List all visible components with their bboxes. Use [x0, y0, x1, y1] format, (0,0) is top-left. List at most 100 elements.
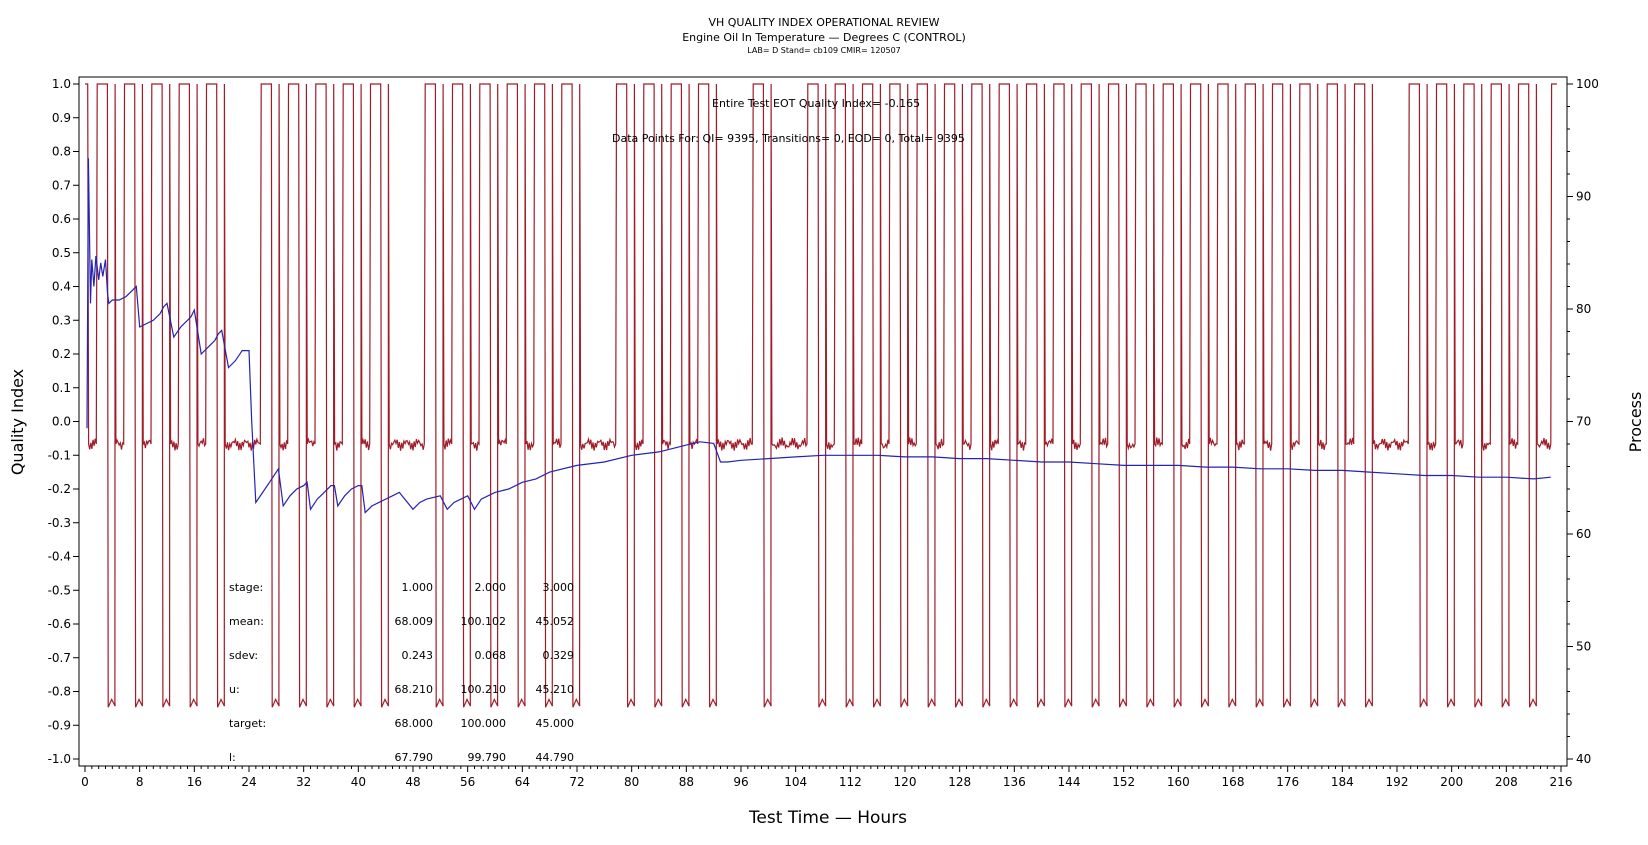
stats-label: stage: [229, 581, 263, 594]
stats-row-stage: stage: 1.000 2.000 3.000 [229, 581, 574, 594]
y-axis-left: -1.0 -0.9 -0.8 -0.7 -0.6 -0.5 -0.4 -0.3 -0.2 -0.1… [48, 77, 79, 766]
y-tick-label: -0.9 [48, 718, 71, 732]
stats-table: stage: 1.000 2.000 3.000 mean: 68.009 10… [229, 581, 574, 764]
y2-tick-label: 60 [1576, 527, 1591, 541]
process-series-line [85, 83, 1557, 708]
x-tick-label: 96 [733, 775, 748, 789]
x-tick-label: 88 [679, 775, 694, 789]
y-tick-label: 0.8 [52, 145, 71, 159]
x-tick-label: 128 [948, 775, 971, 789]
stats-value: 67.790 [395, 751, 434, 764]
stats-value: 100.102 [461, 615, 507, 628]
stats-value: 0.329 [543, 649, 575, 662]
stats-value: 0.243 [402, 649, 434, 662]
y2-tick-label: 40 [1576, 752, 1591, 766]
stats-value: 68.000 [395, 717, 434, 730]
x-tick-label: 120 [894, 775, 917, 789]
x-tick-label: 40 [351, 775, 366, 789]
y-tick-label: 0.1 [52, 381, 71, 395]
y-tick-label: -0.2 [48, 482, 71, 496]
stats-row-l: l: 67.790 99.790 44.790 [229, 751, 574, 764]
x-tick-label: 80 [624, 775, 639, 789]
x-tick-label: 136 [1003, 775, 1026, 789]
y2-tick-label: 80 [1576, 302, 1591, 316]
data-points-annotation: Data Points For: QI= 9395, Transitions= … [612, 132, 965, 145]
y2-tick-label: 90 [1576, 190, 1591, 204]
y2-tick-label: 50 [1576, 640, 1591, 654]
y-tick-label: -0.6 [48, 617, 71, 631]
x-tick-label: 0 [81, 775, 89, 789]
y-axis-label: Quality Index [8, 369, 27, 475]
y2-tick-label: 100 [1576, 77, 1599, 91]
y-tick-label: -0.7 [48, 651, 71, 665]
stats-label: u: [229, 683, 240, 696]
stats-value: 44.790 [536, 751, 575, 764]
stats-value: 45.210 [536, 683, 575, 696]
stats-row-u: u: 68.210 100.210 45.210 [229, 683, 574, 696]
y2-tick-label: 70 [1576, 415, 1591, 429]
quality-index-annotation: Entire Test EOT Quality Index= -0.165 [712, 97, 920, 110]
x-tick-label: 48 [405, 775, 420, 789]
stats-label: sdev: [229, 649, 258, 662]
y-tick-label: 1.0 [52, 77, 71, 91]
x-tick-label: 64 [515, 775, 530, 789]
stats-value: 68.210 [395, 683, 434, 696]
y-tick-label: 0.4 [52, 280, 71, 294]
y-tick-label: 0.7 [52, 178, 71, 192]
stats-value: 100.210 [461, 683, 507, 696]
y-tick-label: 0.2 [52, 347, 71, 361]
stats-value: 45.000 [536, 717, 575, 730]
stats-value: 45.052 [536, 615, 575, 628]
x-tick-label: 176 [1276, 775, 1299, 789]
x-tick-label: 8 [136, 775, 144, 789]
y-tick-label: 0.5 [52, 246, 71, 260]
x-tick-label: 144 [1058, 775, 1081, 789]
x-tick-label: 24 [241, 775, 256, 789]
y-tick-label: -0.4 [48, 550, 71, 564]
stats-label: mean: [229, 615, 264, 628]
y-tick-label: -1.0 [48, 752, 71, 766]
plot-frame [78, 76, 1568, 767]
chart-title: VH QUALITY INDEX OPERATIONAL REVIEW [708, 16, 939, 29]
x-tick-label: 200 [1440, 775, 1463, 789]
series-layer [85, 83, 1557, 708]
stats-label: l: [229, 751, 236, 764]
quality-index-series-line [86, 158, 1551, 514]
x-axis: 0 8 16 24 32 40 48 56 64 72 80 88 96 104 112 120 128 136 1… [81, 766, 1572, 789]
chart-subtitle: Engine Oil In Temperature — Degrees C (C… [682, 31, 966, 44]
y-tick-label: -0.8 [48, 685, 71, 699]
stats-label: target: [229, 717, 266, 730]
stats-value: 68.009 [395, 615, 434, 628]
y2-axis-label: Process [1626, 392, 1645, 453]
x-tick-label: 72 [569, 775, 584, 789]
x-tick-label: 160 [1167, 775, 1190, 789]
stats-row-mean: mean: 68.009 100.102 45.052 [229, 615, 574, 628]
y-tick-label: -0.3 [48, 516, 71, 530]
stats-value: 0.068 [475, 649, 507, 662]
y-tick-label: 0.6 [52, 212, 71, 226]
y-tick-label: 0.3 [52, 313, 71, 327]
x-tick-label: 16 [187, 775, 202, 789]
x-tick-label: 32 [296, 775, 311, 789]
chart-info-line: LAB= D Stand= cb109 CMIR= 120507 [747, 46, 901, 55]
x-tick-label: 152 [1112, 775, 1135, 789]
x-tick-label: 168 [1222, 775, 1245, 789]
stats-row-target: target: 68.000 100.000 45.000 [229, 717, 574, 730]
x-tick-label: 216 [1550, 775, 1573, 789]
y-tick-label: 0.9 [52, 111, 71, 125]
stats-value: 3.000 [543, 581, 575, 594]
stats-value: 100.000 [461, 717, 507, 730]
y-tick-label: -0.5 [48, 583, 71, 597]
x-tick-label: 192 [1386, 775, 1409, 789]
y-axis-right: 40 50 60 70 80 90 100 [1567, 77, 1599, 766]
stats-value: 1.000 [402, 581, 434, 594]
stats-value: 2.000 [475, 581, 507, 594]
stats-value: 99.790 [468, 751, 507, 764]
y-tick-label: -0.1 [48, 448, 71, 462]
x-tick-label: 112 [839, 775, 862, 789]
x-tick-label: 104 [784, 775, 807, 789]
x-axis-label: Test Time — Hours [748, 808, 907, 828]
x-tick-label: 208 [1495, 775, 1518, 789]
x-tick-label: 56 [460, 775, 475, 789]
